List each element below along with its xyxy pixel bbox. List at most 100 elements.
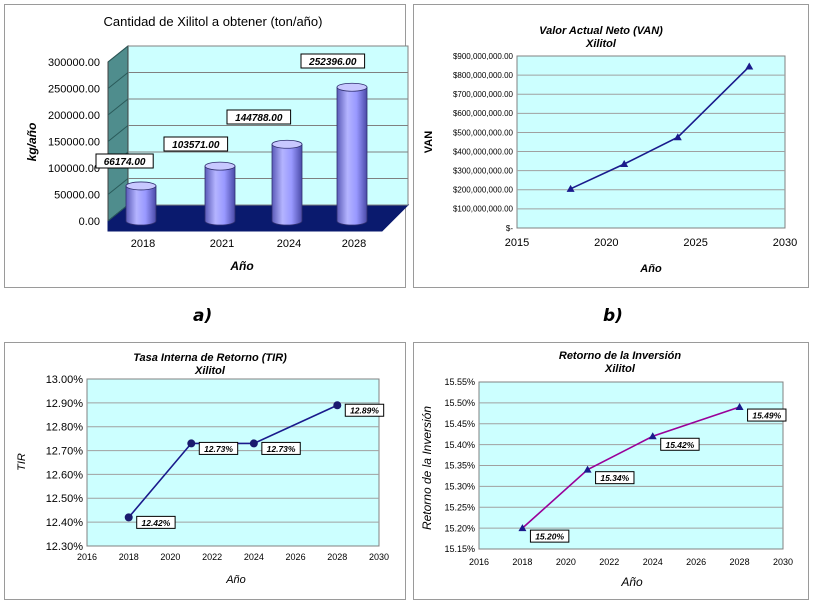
xilitol-ylabel: kg/año [25, 123, 39, 162]
van-xtick-label: 2020 [594, 237, 618, 249]
xilitol-bar [125, 185, 157, 226]
tir-xtick-label: 2026 [286, 552, 306, 562]
tir-plot-area [86, 378, 380, 547]
van-ytick-label: $200,000,000.00 [453, 186, 514, 195]
xilitol-side-gridline [107, 45, 129, 63]
xilitol-bar-top [125, 181, 157, 191]
van-ytick-label: $- [506, 224, 513, 233]
van-point [673, 133, 682, 141]
van-ytick-label: $400,000,000.00 [453, 147, 514, 156]
xilitol-ytick-label: 100000.00 [48, 163, 100, 175]
roi-point [648, 432, 657, 440]
van-point [566, 184, 575, 192]
xilitol-bar [271, 143, 303, 226]
van-ytick-label: $100,000,000.00 [453, 205, 514, 214]
tir-ytick-label: 12.30% [46, 541, 84, 553]
tir-title: Tasa Interna de Retorno (TIR) [133, 352, 287, 364]
roi-ytick-label: 15.45% [444, 419, 475, 429]
xilitol-side-gridline [107, 72, 129, 89]
xilitol-ytick-label: 0.00 [79, 216, 100, 228]
xilitol-title: Cantidad de Xilitol a obtener (ton/año) [104, 14, 323, 29]
tir-xtick-label: 2020 [160, 552, 180, 562]
xilitol-xtick-label: 2028 [342, 238, 366, 250]
tir-subtitle: Xilitol [194, 365, 226, 377]
tir-xtick-label: 2024 [244, 552, 264, 562]
van-series-line [570, 65, 750, 190]
roi-ytick-label: 15.20% [444, 523, 475, 533]
tir-data-label-box [198, 441, 239, 455]
roi-xtick-label: 2028 [730, 557, 750, 567]
van-plot-area [516, 55, 786, 229]
roi-xtick-label: 2026 [686, 557, 706, 567]
van-ytick-label: $500,000,000.00 [453, 128, 514, 137]
xilitol-side-gridline [107, 98, 129, 116]
roi-ytick-label: 15.40% [444, 440, 475, 450]
tir-xtick-label: 2022 [202, 552, 222, 562]
tir-xlabel: Año [225, 574, 246, 586]
van-ytick-label: $800,000,000.00 [453, 71, 514, 80]
roi-xtick-label: 2022 [599, 557, 619, 567]
xilitol-bar-top [271, 139, 303, 149]
roi-data-label: 15.34% [600, 473, 629, 483]
xilitol-ytick-label: 250000.00 [48, 84, 100, 96]
tir-data-label: 12.73% [204, 444, 233, 454]
xilitol-bar [204, 165, 236, 226]
xilitol-ytick-label: 300000.00 [48, 57, 100, 69]
tir-data-label: 12.89% [350, 406, 379, 416]
caption-b: b) [603, 306, 623, 326]
xilitol-ytick-label: 200000.00 [48, 110, 100, 122]
xilitol-ytick-label: 150000.00 [48, 137, 100, 149]
roi-data-label: 15.20% [535, 532, 564, 542]
xilitol-data-label-box [163, 136, 229, 152]
van-subtitle: Xilitol [585, 38, 617, 50]
tir-point [187, 439, 196, 448]
roi-ytick-label: 15.55% [444, 377, 475, 387]
tir-data-label-box [344, 403, 385, 417]
van-xtick-label: 2025 [683, 237, 707, 249]
roi-data-label-box [660, 437, 700, 451]
xilitol-data-label: 252396.00 [308, 57, 357, 68]
roi-data-label-box [747, 408, 787, 422]
xilitol-xtick-label: 2024 [277, 238, 301, 250]
roi-point [735, 403, 744, 411]
roi-title: Retorno de la Inversión [559, 350, 682, 362]
tir-xtick-label: 2018 [119, 552, 139, 562]
roi-xtick-label: 2016 [469, 557, 489, 567]
van-ytick-label: $300,000,000.00 [453, 167, 514, 176]
tir-ytick-label: 12.80% [46, 422, 84, 434]
roi-data-label: 15.49% [752, 411, 781, 421]
xilitol-ytick-label: 50000.00 [54, 190, 100, 202]
tir-ylabel: TIR [16, 453, 28, 471]
tir-point [333, 401, 342, 410]
roi-ytick-label: 15.30% [444, 482, 475, 492]
xilitol-data-label: 103571.00 [172, 140, 220, 151]
van-ytick-label: $600,000,000.00 [453, 109, 514, 118]
roi-xlabel: Año [620, 575, 643, 589]
xilitol-side-gridline [107, 204, 129, 222]
van-xtick-label: 2015 [505, 237, 529, 249]
xilitol-data-label-box [300, 53, 366, 69]
van-title: Valor Actual Neto (VAN) [539, 25, 663, 37]
tir-xtick-label: 2016 [77, 552, 97, 562]
tir-ytick-label: 12.90% [46, 398, 84, 410]
xilitol-data-label-box [95, 153, 154, 169]
roi-data-label-box [595, 471, 635, 485]
van-point [745, 62, 754, 70]
xilitol-data-label: 144788.00 [235, 113, 283, 124]
xilitol-xlabel: Año [229, 259, 253, 273]
van-ytick-label: $900,000,000.00 [453, 52, 514, 61]
tir-point [124, 513, 133, 522]
van-xlabel: Año [639, 263, 662, 275]
roi-xtick-label: 2020 [556, 557, 576, 567]
roi-xtick-label: 2030 [773, 557, 793, 567]
xilitol-data-label: 66174.00 [104, 157, 146, 168]
caption-a: a) [193, 306, 213, 326]
xilitol-xtick-label: 2018 [131, 238, 155, 250]
tir-xtick-label: 2028 [327, 552, 347, 562]
tir-ytick-label: 12.60% [46, 469, 84, 481]
tir-ytick-label: 12.70% [46, 446, 84, 458]
tir-ytick-label: 12.50% [46, 493, 84, 505]
xilitol-xtick-label: 2021 [210, 238, 234, 250]
roi-data-label: 15.42% [665, 440, 694, 450]
